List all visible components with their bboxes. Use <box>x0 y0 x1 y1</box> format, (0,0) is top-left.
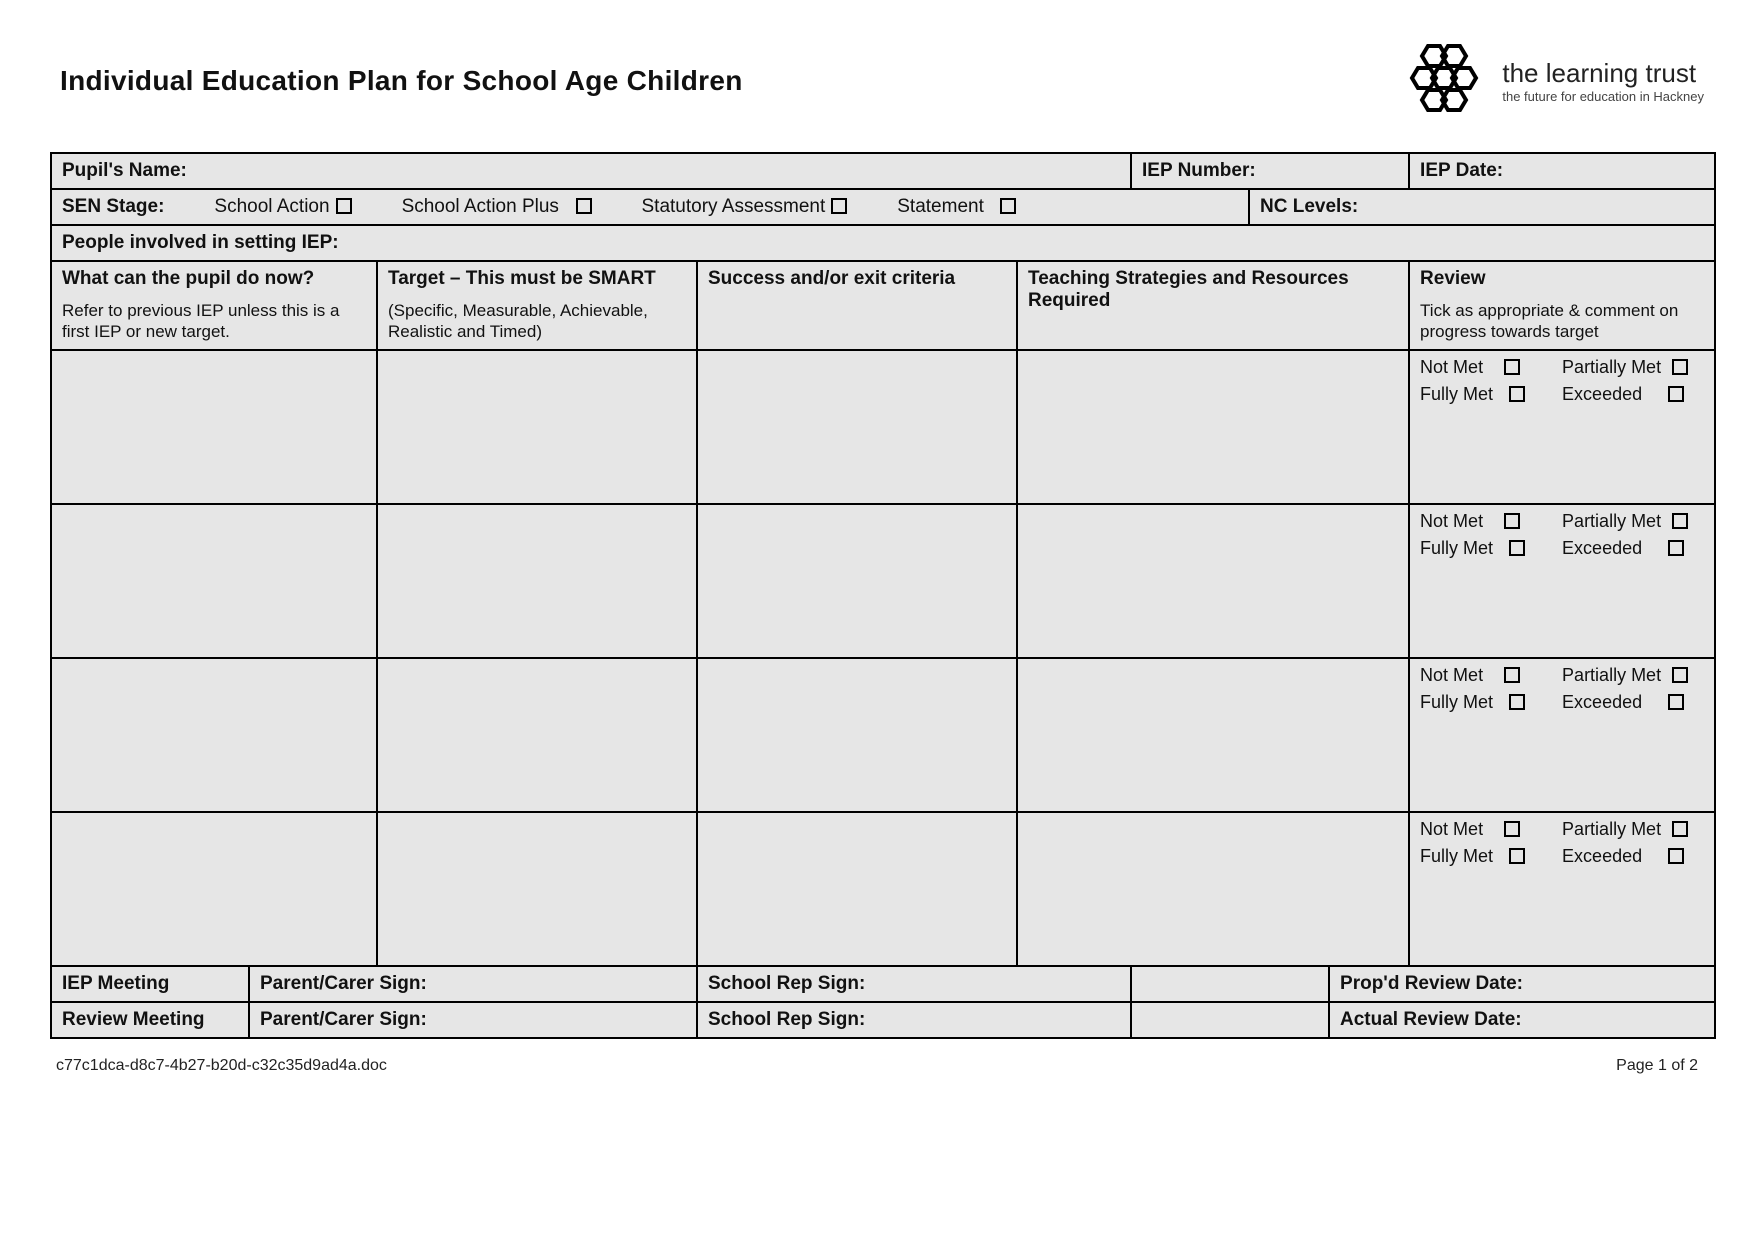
footer-page-number: Page 1 of 2 <box>1616 1057 1698 1075</box>
col-header-strategies: Teaching Strategies and Resources Requir… <box>1017 261 1409 350</box>
review-meeting-label: Review Meeting <box>51 1002 249 1038</box>
actual-review-date: Actual Review Date: <box>1329 1002 1715 1038</box>
target-row: Not Met Partially Met Fully Met Exceeded <box>51 658 1715 812</box>
school-sign-2: School Rep Sign: <box>697 1002 1131 1038</box>
checkbox-icon[interactable] <box>1504 513 1520 529</box>
school-sign-blank-1 <box>1131 966 1329 1002</box>
checkbox-icon[interactable] <box>1509 540 1525 556</box>
col-header-current: What can the pupil do now? Refer to prev… <box>51 261 377 350</box>
parent-sign-2: Parent/Carer Sign: <box>249 1002 697 1038</box>
brand-tagline: the future for education in Hackney <box>1502 89 1704 104</box>
hex-cluster-icon <box>1398 40 1490 122</box>
checkbox-icon[interactable] <box>1672 513 1688 529</box>
checkbox-icon[interactable] <box>1509 694 1525 710</box>
brand-logo: the learning trust the future for educat… <box>1398 40 1704 122</box>
pupil-name-field: Pupil's Name: <box>51 153 1131 189</box>
sen-option-statutory-assessment: Statutory Assessment <box>642 196 848 218</box>
iep-meeting-label: IEP Meeting <box>51 966 249 1002</box>
target-row: Not Met Partially Met Fully Met Exceeded <box>51 350 1715 504</box>
nc-levels-field: NC Levels: <box>1249 189 1715 225</box>
header: Individual Education Plan for School Age… <box>50 40 1704 122</box>
review-cell: Not Met Partially Met Fully Met Exceeded <box>1409 812 1715 966</box>
review-partially-met: Partially Met <box>1562 357 1704 378</box>
checkbox-icon[interactable] <box>1504 667 1520 683</box>
proposed-review-date: Prop'd Review Date: <box>1329 966 1715 1002</box>
iep-date-field: IEP Date: <box>1409 153 1715 189</box>
checkbox-icon[interactable] <box>1672 667 1688 683</box>
col-header-target: Target – This must be SMART (Specific, M… <box>377 261 697 350</box>
checkbox-icon[interactable] <box>1668 848 1684 864</box>
review-exceeded: Exceeded <box>1562 384 1704 405</box>
iep-number-field: IEP Number: <box>1131 153 1409 189</box>
review-not-met: Not Met <box>1420 357 1562 378</box>
col-header-review: Review Tick as appropriate & comment on … <box>1409 261 1715 350</box>
checkbox-icon[interactable] <box>1668 540 1684 556</box>
page-footer: c77c1dca-d8c7-4b27-b20d-c32c35d9ad4a.doc… <box>50 1057 1704 1075</box>
parent-sign-1: Parent/Carer Sign: <box>249 966 697 1002</box>
sen-stage-cell: SEN Stage: School Action School Action P… <box>51 189 1249 225</box>
school-sign-1: School Rep Sign: <box>697 966 1131 1002</box>
review-cell: Not Met Partially Met Fully Met Exceeded <box>1409 350 1715 504</box>
checkbox-icon[interactable] <box>576 198 592 214</box>
checkbox-icon[interactable] <box>1672 359 1688 375</box>
checkbox-icon[interactable] <box>831 198 847 214</box>
school-sign-blank-2 <box>1131 1002 1329 1038</box>
footer-filename: c77c1dca-d8c7-4b27-b20d-c32c35d9ad4a.doc <box>56 1057 387 1075</box>
sen-option-statement: Statement <box>897 196 1016 218</box>
checkbox-icon[interactable] <box>336 198 352 214</box>
review-cell: Not Met Partially Met Fully Met Exceeded <box>1409 658 1715 812</box>
review-cell: Not Met Partially Met Fully Met Exceeded <box>1409 504 1715 658</box>
sen-stage-label: SEN Stage: <box>62 196 164 218</box>
checkbox-icon[interactable] <box>1509 386 1525 402</box>
target-row: Not Met Partially Met Fully Met Exceeded <box>51 504 1715 658</box>
checkbox-icon[interactable] <box>1668 694 1684 710</box>
checkbox-icon[interactable] <box>1504 359 1520 375</box>
checkbox-icon[interactable] <box>1509 848 1525 864</box>
brand-name: the learning trust <box>1502 58 1704 89</box>
page-title: Individual Education Plan for School Age… <box>60 65 743 97</box>
sen-option-school-action-plus: School Action Plus <box>402 196 592 218</box>
target-row: Not Met Partially Met Fully Met Exceeded <box>51 812 1715 966</box>
col-header-success: Success and/or exit criteria <box>697 261 1017 350</box>
checkbox-icon[interactable] <box>1504 821 1520 837</box>
sen-option-school-action: School Action <box>214 196 351 218</box>
checkbox-icon[interactable] <box>1000 198 1016 214</box>
people-involved-field: People involved in setting IEP: <box>51 225 1715 261</box>
checkbox-icon[interactable] <box>1668 386 1684 402</box>
checkbox-icon[interactable] <box>1672 821 1688 837</box>
iep-form-table: Pupil's Name: IEP Number: IEP Date: SEN … <box>50 152 1716 1039</box>
review-fully-met: Fully Met <box>1420 384 1562 405</box>
